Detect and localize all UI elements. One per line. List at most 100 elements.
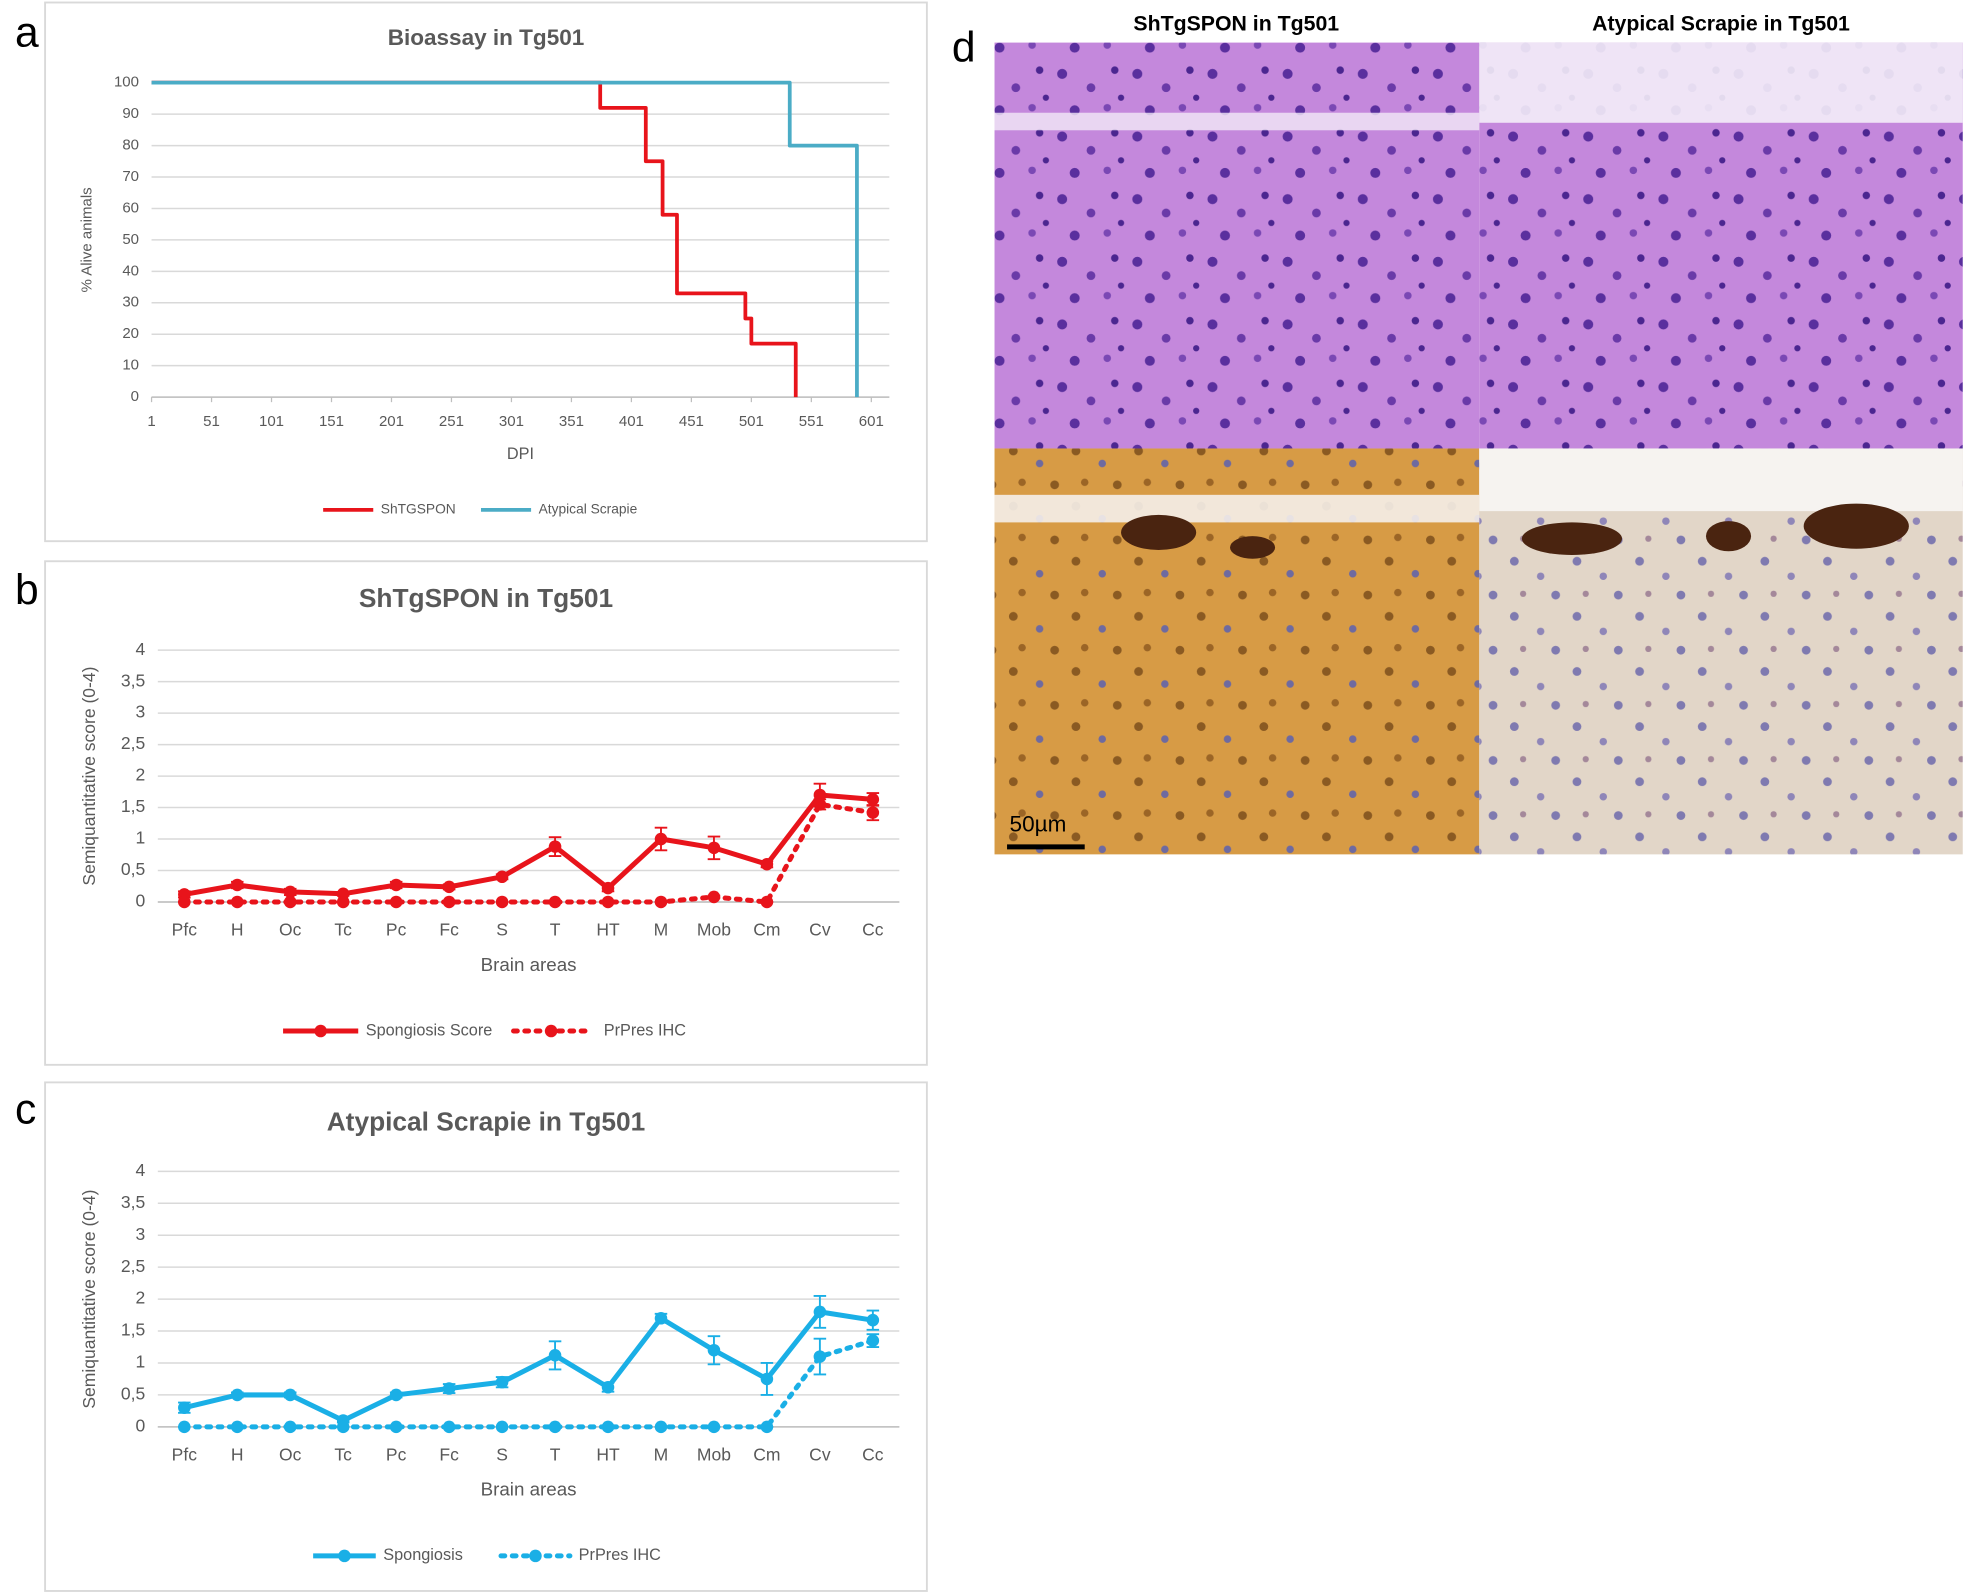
micrographs: 50µm ShTgSPON in Tg501 Atypical Scrapie … xyxy=(994,12,1963,855)
marker xyxy=(178,1401,191,1414)
panel-label: b xyxy=(15,566,39,614)
chart-frame xyxy=(44,1,928,543)
marker xyxy=(707,890,721,904)
marker xyxy=(283,885,297,899)
series-line xyxy=(181,801,876,905)
x-tick-label: M xyxy=(654,919,669,939)
x-tick-label: H xyxy=(231,1444,244,1464)
marker xyxy=(178,895,191,909)
x-tick-label: Cm xyxy=(753,1444,780,1464)
x-tick-label: Pc xyxy=(386,919,407,939)
marker xyxy=(707,1343,721,1357)
x-tick-label: 501 xyxy=(739,413,764,430)
x-tick-label: Tc xyxy=(334,919,352,939)
x-tick-label: Mob xyxy=(697,1444,731,1464)
marker xyxy=(601,1420,615,1434)
y-axis-label: Semiquantitative score (0-4) xyxy=(79,667,99,886)
marker xyxy=(231,878,244,892)
y-tick-label: 50 xyxy=(122,231,139,248)
x-tick-label: Oc xyxy=(279,1444,302,1464)
y-tick-label: 70 xyxy=(122,168,139,185)
marker xyxy=(707,841,721,855)
x-tick-label: Cv xyxy=(809,919,831,939)
y-tick-label: 1,5 xyxy=(121,1320,145,1340)
marker xyxy=(601,881,615,895)
y-axis-label: % Alive animals xyxy=(79,187,96,292)
vessel xyxy=(994,494,1480,523)
x-tick-label: Cm xyxy=(753,919,780,939)
x-tick-label: Cc xyxy=(862,1444,884,1464)
y-tick-label: 0,5 xyxy=(121,859,145,879)
marker xyxy=(548,1420,562,1434)
x-tick-label: Mob xyxy=(697,919,731,939)
panel-label: c xyxy=(15,1086,36,1134)
marker xyxy=(760,895,774,909)
plaque xyxy=(1705,521,1752,552)
x-tick-label: Pc xyxy=(386,1444,407,1464)
marker xyxy=(442,1382,456,1395)
marker xyxy=(654,895,668,909)
y-tick-label: 4 xyxy=(136,1160,146,1180)
x-tick-label: 51 xyxy=(203,413,220,430)
marker xyxy=(813,788,827,802)
marker xyxy=(548,895,562,909)
x-tick-label: HT xyxy=(596,1444,620,1464)
y-tick-label: 0 xyxy=(136,1416,146,1436)
y-tick-label: 3,5 xyxy=(121,670,145,690)
legend-label: Atypical Scrapie xyxy=(539,502,638,517)
lumen xyxy=(1479,42,1963,123)
marker xyxy=(548,840,562,853)
x-tick-label: M xyxy=(654,1444,669,1464)
x-tick-label: T xyxy=(550,919,561,939)
y-tick-label: 1 xyxy=(136,1352,146,1372)
marker xyxy=(442,1420,456,1434)
marker xyxy=(389,1388,403,1402)
marker xyxy=(231,1388,244,1402)
chart-title: Bioassay in Tg501 xyxy=(388,25,585,50)
legend-marker xyxy=(314,1024,327,1038)
marker xyxy=(654,1420,668,1434)
panel-label: d xyxy=(952,23,976,71)
marker xyxy=(654,832,668,846)
plaque xyxy=(1803,503,1909,549)
legend-marker xyxy=(544,1024,558,1038)
y-tick-label: 10 xyxy=(122,357,139,374)
marker xyxy=(178,1420,191,1434)
x-tick-label: 601 xyxy=(859,413,884,430)
y-tick-label: 3,5 xyxy=(121,1192,145,1212)
y-tick-label: 0 xyxy=(131,388,139,405)
marker xyxy=(336,895,350,909)
x-tick-label: 551 xyxy=(799,413,824,430)
x-tick-label: S xyxy=(496,919,508,939)
legend-marker xyxy=(338,1549,351,1563)
marker xyxy=(707,1420,721,1434)
x-tick-label: 401 xyxy=(619,413,644,430)
micrograph-title: Atypical Scrapie in Tg501 xyxy=(1592,12,1850,36)
series-line xyxy=(183,1309,874,1423)
x-tick-label: Cv xyxy=(809,1444,831,1464)
marker xyxy=(442,880,456,894)
x-tick-label: Oc xyxy=(279,919,302,939)
chart-frame xyxy=(44,1081,928,1592)
x-tick-label: 451 xyxy=(679,413,704,430)
y-tick-label: 2,5 xyxy=(121,733,145,753)
series-line xyxy=(181,1338,876,1430)
x-tick-label: Tc xyxy=(334,1444,352,1464)
chart-frame xyxy=(44,560,928,1066)
x-tick-label: HT xyxy=(596,919,620,939)
series-line xyxy=(183,792,874,897)
marker xyxy=(813,798,827,811)
marker xyxy=(866,793,880,806)
marker xyxy=(283,1388,297,1402)
y-tick-label: 40 xyxy=(122,262,139,279)
plaque xyxy=(1121,514,1197,550)
legend-label: Spongiosis Score xyxy=(366,1021,493,1039)
marker xyxy=(231,895,244,909)
legend-label: PrPres IHC xyxy=(604,1021,686,1039)
y-tick-label: 2 xyxy=(136,1288,146,1308)
x-tick-label: Pfc xyxy=(172,919,198,939)
vessel xyxy=(994,112,1480,131)
lumen xyxy=(1479,448,1963,512)
marker xyxy=(866,806,880,819)
